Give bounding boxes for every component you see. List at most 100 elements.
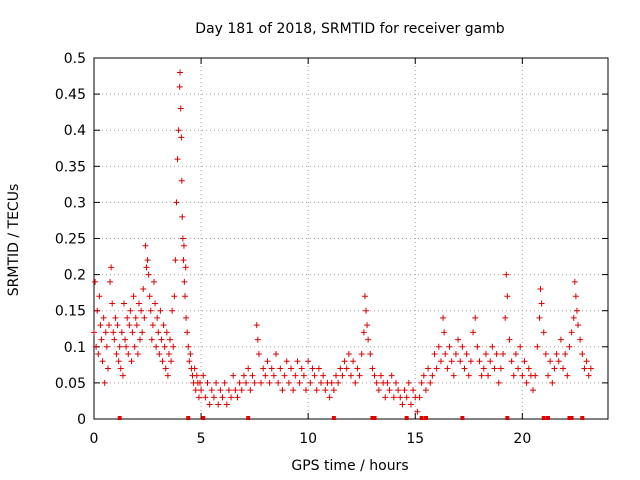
data-point bbox=[95, 351, 102, 358]
data-point bbox=[330, 387, 337, 394]
data-point bbox=[525, 365, 532, 372]
data-point bbox=[461, 365, 468, 372]
y-tick-label: 0.3 bbox=[64, 195, 86, 211]
data-point bbox=[364, 322, 371, 329]
data-point bbox=[422, 387, 429, 394]
data-point bbox=[186, 358, 193, 365]
data-point bbox=[538, 300, 545, 307]
x-tick-label: 20 bbox=[513, 431, 531, 447]
data-point bbox=[480, 365, 487, 372]
data-point bbox=[101, 379, 108, 386]
data-point bbox=[114, 322, 121, 329]
y-tick-label: 0.2 bbox=[64, 268, 86, 284]
data-point bbox=[549, 379, 556, 386]
data-point bbox=[146, 293, 153, 300]
data-point bbox=[568, 329, 575, 336]
data-point bbox=[94, 307, 101, 314]
data-point bbox=[562, 351, 569, 358]
data-point bbox=[176, 83, 183, 90]
data-point bbox=[128, 358, 135, 365]
data-point bbox=[178, 177, 185, 184]
data-point bbox=[180, 257, 187, 264]
data-point bbox=[159, 358, 166, 365]
data-point bbox=[390, 394, 397, 401]
data-point bbox=[517, 343, 524, 350]
data-point bbox=[228, 394, 235, 401]
data-points bbox=[91, 69, 594, 415]
data-point bbox=[171, 293, 178, 300]
data-point bbox=[519, 372, 526, 379]
data-point bbox=[243, 379, 250, 386]
data-point bbox=[587, 365, 594, 372]
data-point bbox=[111, 336, 118, 343]
data-point bbox=[132, 314, 139, 321]
data-point bbox=[262, 372, 269, 379]
data-point bbox=[495, 379, 502, 386]
data-point bbox=[288, 365, 295, 372]
data-point bbox=[268, 365, 275, 372]
data-point bbox=[420, 372, 427, 379]
data-point bbox=[204, 379, 211, 386]
data-point bbox=[296, 379, 303, 386]
data-point bbox=[178, 134, 185, 141]
data-point bbox=[245, 365, 252, 372]
data-point bbox=[575, 322, 582, 329]
data-point bbox=[352, 379, 359, 386]
data-point bbox=[360, 329, 367, 336]
data-point bbox=[125, 351, 132, 358]
data-point bbox=[156, 351, 163, 358]
data-point bbox=[545, 372, 552, 379]
data-point bbox=[534, 343, 541, 350]
data-point bbox=[452, 351, 459, 358]
data-point bbox=[455, 336, 462, 343]
data-point bbox=[397, 394, 404, 401]
data-point bbox=[104, 365, 111, 372]
data-point bbox=[521, 358, 528, 365]
y-axis: 0 0.05 0.1 0.15 0.2 0.25 0.3 0.35 0.4 0.45 0.5 bbox=[55, 51, 608, 428]
data-point bbox=[375, 387, 382, 394]
data-point bbox=[230, 372, 237, 379]
data-point bbox=[225, 387, 232, 394]
data-point bbox=[215, 401, 222, 408]
data-point bbox=[108, 264, 115, 271]
data-point bbox=[249, 372, 256, 379]
data-point bbox=[100, 314, 107, 321]
data-point bbox=[333, 372, 340, 379]
data-point bbox=[254, 336, 261, 343]
data-point bbox=[482, 351, 489, 358]
y-tick-label: 0.35 bbox=[55, 159, 86, 175]
data-point bbox=[356, 372, 363, 379]
data-point bbox=[416, 394, 423, 401]
data-point bbox=[354, 365, 361, 372]
data-point bbox=[130, 293, 137, 300]
data-point bbox=[119, 372, 126, 379]
data-point bbox=[165, 351, 172, 358]
x-axis-label: GPS time / hours bbox=[291, 458, 408, 474]
data-point bbox=[232, 387, 239, 394]
data-point bbox=[98, 336, 105, 343]
data-point bbox=[112, 314, 119, 321]
data-point bbox=[433, 365, 440, 372]
data-point bbox=[139, 329, 146, 336]
y-tick-label: 0.15 bbox=[55, 304, 86, 320]
data-point bbox=[236, 379, 243, 386]
data-point bbox=[328, 379, 335, 386]
data-point bbox=[182, 264, 189, 271]
data-point bbox=[371, 372, 378, 379]
data-point bbox=[536, 314, 543, 321]
data-point bbox=[478, 372, 485, 379]
data-point bbox=[217, 387, 224, 394]
data-point bbox=[174, 156, 181, 163]
data-point bbox=[180, 242, 187, 249]
chart-title: Day 181 of 2018, SRMTID for receiver gam… bbox=[195, 21, 505, 37]
data-point bbox=[200, 372, 207, 379]
data-point bbox=[161, 343, 168, 350]
data-point bbox=[485, 372, 492, 379]
data-point bbox=[270, 372, 277, 379]
data-point bbox=[506, 336, 513, 343]
data-point bbox=[362, 307, 369, 314]
data-point bbox=[343, 365, 350, 372]
data-point bbox=[144, 257, 151, 264]
data-point bbox=[266, 379, 273, 386]
